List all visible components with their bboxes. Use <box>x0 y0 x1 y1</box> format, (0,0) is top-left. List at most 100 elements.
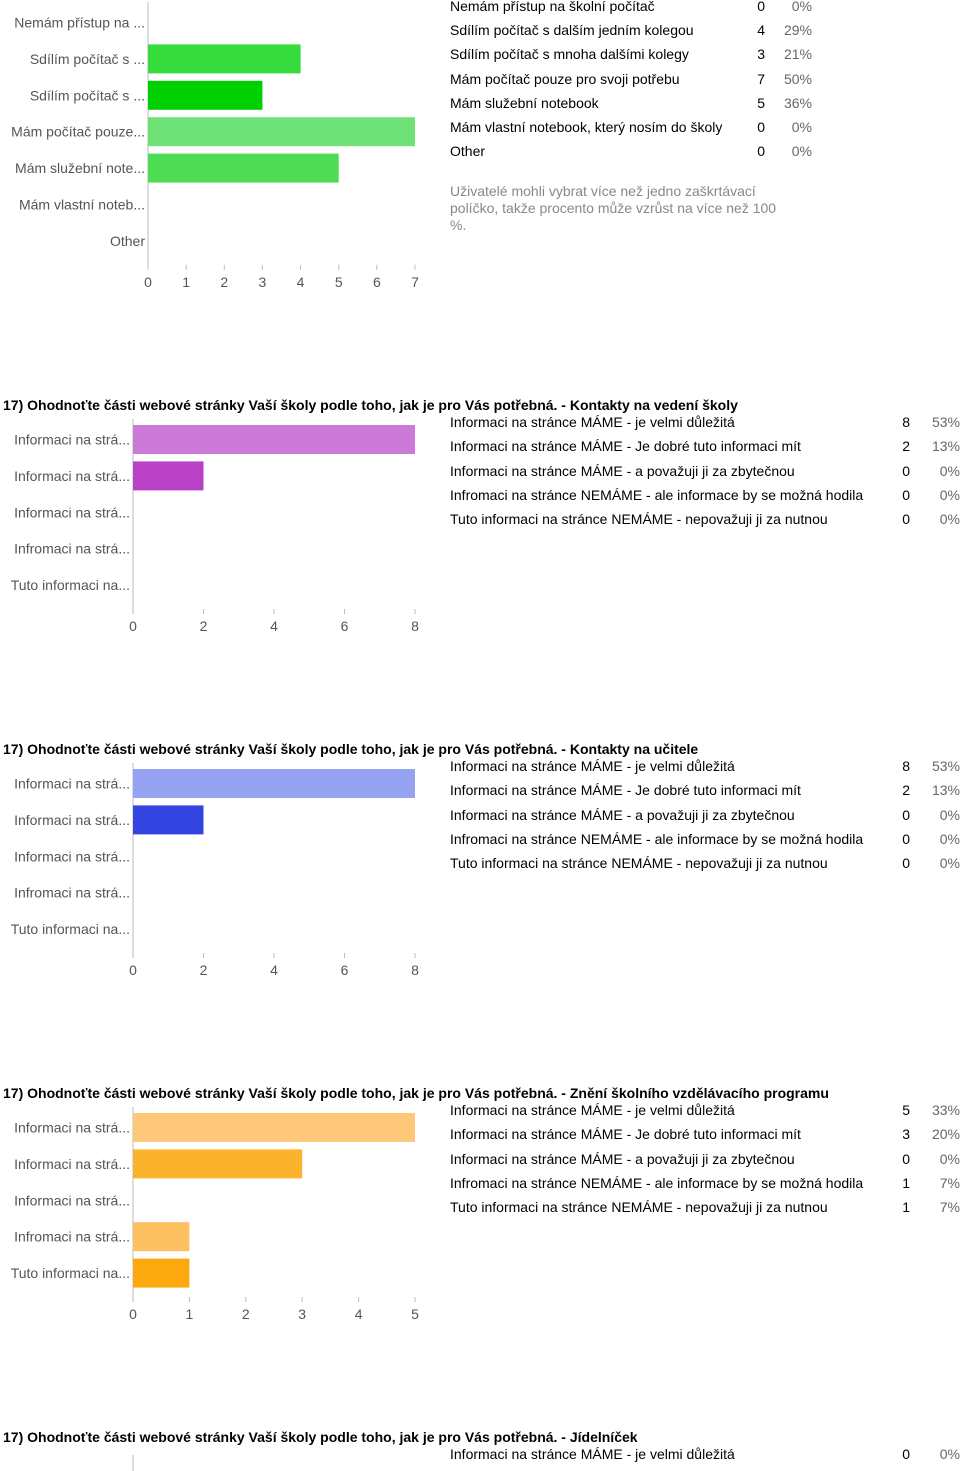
legend-label: Informaci na stránce MÁME - a považuji j… <box>450 1150 795 1167</box>
legend-label: Tuto informaci na stránce NEMÁME - nepov… <box>450 511 828 528</box>
legend-label: Informaci na stránce MÁME - Je dobré tut… <box>450 1126 801 1143</box>
chart-block-computer-access: Nemám přístup na ... Sdílím počítač s ...… <box>0 0 960 300</box>
category-label: Tuto informaci na... <box>11 921 130 937</box>
bar <box>133 1149 303 1179</box>
legend-percent: 7% <box>939 1199 960 1216</box>
legend-percent: 13% <box>931 438 960 455</box>
legend-count: 0 <box>902 486 910 503</box>
chart-title: 17) Ohodnoťte části webové stránky Vaší … <box>3 741 699 757</box>
legend-percent: 0% <box>939 806 960 823</box>
legend-count: 0 <box>902 806 910 823</box>
bar <box>148 153 339 183</box>
legend-row: Mám vlastní notebook, který nosím do ško… <box>450 117 812 137</box>
legend-count: 0 <box>902 1446 910 1462</box>
category-label: Informaci na strá... <box>14 468 130 484</box>
legend-count: 0 <box>757 143 765 160</box>
legend-label: Tuto informaci na stránce NEMÁME - nepov… <box>450 1199 828 1216</box>
x-tick-label: 6 <box>373 274 381 290</box>
chart-title: 17) Ohodnoťte části webové stránky Vaší … <box>3 1429 638 1445</box>
legend-percent: 36% <box>783 94 812 111</box>
x-tick-label: 5 <box>411 1306 419 1322</box>
legend-count: 0 <box>902 855 910 872</box>
legend-label: Tuto informaci na stránce NEMÁME - nepov… <box>450 855 828 872</box>
multi-select-note: Uživatelé mohli vybrat více než jedno za… <box>450 183 777 233</box>
x-tick-label: 8 <box>411 962 419 978</box>
legend-label: Mám počítač pouze pro svoji potřebu <box>450 70 680 87</box>
chart-title: 17) Ohodnoťte části webové stránky Vaší … <box>3 397 738 413</box>
legend-percent: 53% <box>931 414 960 430</box>
legend-label: Mám služební notebook <box>450 94 599 111</box>
chart-block-education-programme: 17) Ohodnoťte části webové stránky Vaší … <box>0 1083 960 1333</box>
legend-count: 0 <box>902 462 910 479</box>
x-tick-label: 6 <box>341 962 349 978</box>
legend-percent: 0% <box>939 1446 960 1462</box>
category-label: Other <box>110 233 145 249</box>
bar <box>133 1222 190 1252</box>
bar-chart-computer-access: Nemám přístup na ... Sdílím počítač s ...… <box>11 2 419 290</box>
legend-percent: 0% <box>939 486 960 503</box>
x-tick-label: 0 <box>129 618 137 634</box>
x-tick-label: 4 <box>297 274 305 290</box>
category-label: Tuto informaci na... <box>11 577 130 593</box>
legend-count: 0 <box>902 1150 910 1167</box>
legend-count: 1 <box>902 1174 910 1191</box>
bar <box>133 805 204 835</box>
bar-chart-canteen-menu <box>132 1455 134 1471</box>
legend-row: Tuto informaci na stránce NEMÁME - nepov… <box>450 1197 960 1217</box>
legend-percent: 33% <box>931 1102 960 1118</box>
legend-percent: 20% <box>931 1126 960 1143</box>
legend-row: Infromaci na stránce NEMÁME - ale inform… <box>450 829 960 849</box>
bar <box>133 769 415 798</box>
legend-row: Tuto informaci na stránce NEMÁME - nepov… <box>450 853 960 873</box>
legend-row: Informaci na stránce MÁME - a považuji j… <box>450 461 960 481</box>
legend-row: Infromaci na stránce NEMÁME - ale inform… <box>450 1173 960 1193</box>
legend-percent: 29% <box>783 22 812 39</box>
bar <box>133 425 415 454</box>
x-tick-label: 3 <box>298 1306 306 1322</box>
legend-row: Infromaci na stránce NEMÁME - ale inform… <box>450 485 960 505</box>
category-label: Tuto informaci na... <box>11 1265 130 1281</box>
legend-row: Tuto informaci na stránce NEMÁME - nepov… <box>450 509 960 529</box>
legend-row: Sdílím počítač s mnoha dalšími kolegy 3 21… <box>450 44 812 64</box>
legend-row: Mám počítač pouze pro svoji potřebu 7 50% <box>450 69 812 89</box>
legend-count: 8 <box>902 758 910 774</box>
x-tick-label: 4 <box>270 618 278 634</box>
category-label: Informaci na strá... <box>14 776 130 792</box>
category-label: Sdílím počítač s ... <box>30 87 145 103</box>
legend-row: Mám služební notebook 5 36% <box>450 93 812 113</box>
legend-count: 0 <box>902 511 910 528</box>
legend-percent: 7% <box>939 1174 960 1191</box>
legend-row: Other 0 0% <box>450 141 812 161</box>
legend-count: 3 <box>757 46 765 63</box>
legend-percent: 0% <box>939 511 960 528</box>
legend-row: Nemám přístup na školní počítač 0 0% <box>450 0 812 16</box>
legend-label: Infromaci na stránce NEMÁME - ale inform… <box>450 1174 864 1191</box>
legend-count: 4 <box>757 22 765 39</box>
legend-label: Informaci na stránce MÁME - je velmi důl… <box>450 414 735 430</box>
legend-row: Informaci na stránce MÁME - je velmi důl… <box>450 1100 960 1120</box>
legend-count: 2 <box>902 782 910 799</box>
legend-percent: 0% <box>791 119 812 135</box>
x-tick-label: 2 <box>200 618 208 634</box>
legend-label: Informaci na stránce MÁME - Je dobré tut… <box>450 782 801 799</box>
legend-count: 5 <box>902 1102 910 1118</box>
legend-count: 0 <box>757 0 765 14</box>
legend-count: 0 <box>902 830 910 847</box>
legend-percent: 21% <box>783 46 812 63</box>
legend-label: Sdílím počítač s mnoha dalšími kolegy <box>450 46 689 63</box>
bar-chart-education-programme: Informaci na strá... Informaci na strá...… <box>11 1107 419 1322</box>
legend-label: Informaci na stránce MÁME - a považuji j… <box>450 806 795 823</box>
x-tick-label: 2 <box>242 1306 250 1322</box>
legend-percent: 0% <box>939 855 960 872</box>
x-tick-label: 0 <box>129 962 137 978</box>
legend-count: 2 <box>902 438 910 455</box>
bar <box>133 1258 190 1288</box>
legend-row: Informaci na stránce MÁME - je velmi důl… <box>450 756 960 776</box>
legend-count: 0 <box>757 119 765 135</box>
legend-count: 7 <box>757 70 765 87</box>
category-label: Informaci na strá... <box>14 1192 130 1208</box>
legend-label: Other <box>450 143 486 160</box>
chart-block-canteen-menu: 17) Ohodnoťte části webové stránky Vaší … <box>0 1427 960 1471</box>
legend-percent: 0% <box>939 830 960 847</box>
legend-row: Informaci na stránce MÁME - Je dobré tut… <box>450 436 960 456</box>
